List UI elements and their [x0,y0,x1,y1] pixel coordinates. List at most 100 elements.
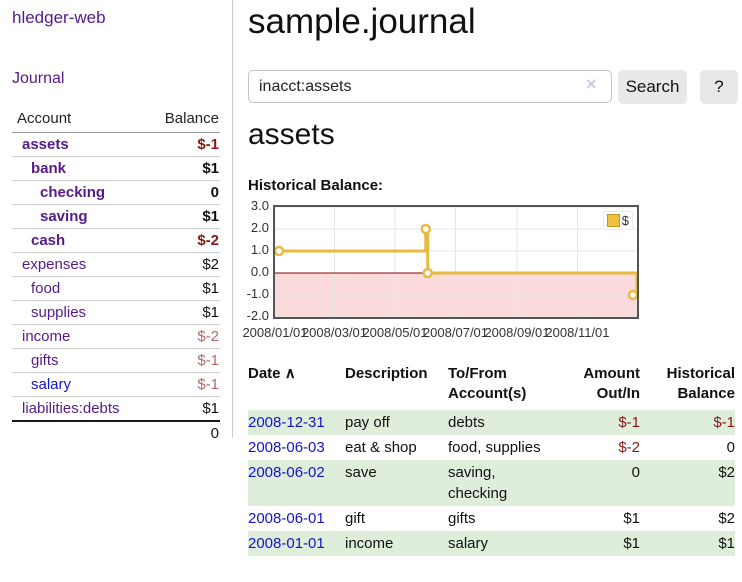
account-row: gifts $-1 [12,348,220,373]
transaction-accounts: gifts [448,510,476,527]
account-link[interactable]: liabilities:debts [22,400,120,417]
nav-journal-link[interactable]: Journal [12,70,65,87]
transaction-amount: $1 [623,510,640,527]
account-link[interactable]: gifts [31,352,59,369]
register-header-description: Description [345,365,428,382]
account-row: salary $-1 [12,372,220,397]
chart-plot-area: $ [273,205,639,319]
account-link[interactable]: assets [22,136,69,153]
search-form: × Search ? [248,70,742,104]
y-tick-label: 0.0 [250,264,269,279]
account-row: cash $-2 [12,228,220,253]
page-title: sample.journal [248,2,476,41]
account-row: checking 0 [12,180,220,205]
search-input[interactable] [248,70,612,103]
transaction-date-link[interactable]: 2008-06-02 [248,464,325,481]
y-tick-label: -1.0 [246,286,269,301]
y-tick-label: 2.0 [250,220,269,235]
accounts-header-balance: Balance [149,106,220,133]
y-tick-label: 1.0 [250,242,269,257]
transaction-balance: $1 [640,531,735,556]
account-row: bank $1 [12,156,220,181]
register-header-amount: Amount Out/In [583,365,640,402]
transaction-row: 2008-12-31 pay off debts $-1 $-1 [248,410,735,435]
transaction-date-cell: 2008-06-02 [248,460,345,506]
account-link[interactable]: saving [40,208,88,225]
account-row: expenses $2 [12,252,220,277]
x-tick-label: 2008/07/01 [422,325,489,340]
transaction-date-cell: 2008-06-01 [248,506,345,531]
account-heading: assets [248,118,335,151]
transaction-date-link[interactable]: 2008-06-03 [248,439,325,456]
transaction-amount: $-2 [618,439,640,456]
account-row: income $-2 [12,324,220,349]
account-link[interactable]: bank [31,160,67,177]
account-balance: $1 [149,396,220,421]
legend-swatch-icon [606,214,620,227]
transaction-amount: $1 [563,531,640,556]
account-row: food $1 [12,276,220,301]
transaction-row: 2008-06-02 save saving, checking 0 $2 [248,460,735,506]
register-header-row: Date ∧ Description To/From Account(s) Am… [248,362,735,410]
account-balance: $1 [149,204,220,229]
accounts-total: 0 [149,420,220,445]
app-title-link[interactable]: hledger-web [12,8,106,27]
account-link[interactable]: income [22,328,71,345]
register-header-date[interactable]: Date ∧ [248,365,296,382]
account-balance: $-2 [149,324,220,349]
x-tick-label: 2008/03/01 [301,325,368,340]
transaction-amount: $-1 [563,410,640,435]
help-button[interactable]: ? [700,70,738,104]
transaction-balance: $-1 [640,410,735,435]
transaction-description: save [345,460,448,506]
historical-balance-chart: 3.0 2.0 1.0 0.0 -1.0 -2.0 $ 2008/01/01 2008/03… [242,198,643,345]
account-balance: $-2 [149,228,220,253]
transaction-row: 2008-06-01 gift gifts $1 $2 [248,506,735,531]
account-row: liabilities:debts $1 [12,396,220,421]
account-row: assets $-1 [12,133,220,157]
chart-title: Historical Balance: [248,177,384,194]
transaction-description: eat & shop [345,439,417,456]
account-balance: $1 [149,300,220,325]
x-tick-label: 2008/01/01 [242,325,308,340]
transaction-date-link[interactable]: 2008-06-01 [248,510,325,527]
y-tick-label: 3.0 [250,198,269,213]
x-tick-label: 2008/05/01 [362,325,428,340]
account-link[interactable]: checking [40,184,106,201]
transaction-description: gift [345,510,366,527]
transaction-description: income [345,531,448,556]
chart-svg [275,207,637,317]
clear-search-icon[interactable]: × [586,74,597,94]
transaction-accounts: debts [448,410,563,435]
x-tick-label: 2008/09/01 [484,325,550,340]
transaction-balance: $2 [640,460,735,506]
account-balance: $1 [149,156,220,181]
register-header-accounts: To/From Account(s) [448,365,527,402]
transaction-date-link[interactable]: 2008-12-31 [248,414,325,431]
account-balance: 0 [149,180,220,205]
transaction-balance: $2 [718,510,735,527]
account-link[interactable]: supplies [31,304,87,321]
transaction-accounts: food, supplies [448,439,541,456]
chart-legend: $ [602,211,633,230]
register-table: Date ∧ Description To/From Account(s) Am… [248,362,735,556]
transaction-date-cell: 2008-06-03 [248,435,345,460]
search-button[interactable]: Search [618,70,687,104]
account-link[interactable]: food [31,280,61,297]
sidebar: hledger-web Journal Account Balance asse… [0,0,233,445]
transaction-date-cell: 2008-01-01 [248,531,345,556]
transaction-row: 2008-01-01 income salary $1 $1 [248,531,735,556]
account-row: supplies $1 [12,300,220,325]
transaction-accounts: salary [448,531,563,556]
transaction-date-cell: 2008-12-31 [248,410,345,435]
accounts-header-row: Account Balance [12,106,220,133]
account-link[interactable]: cash [31,232,66,249]
x-tick-label: 2008/11/01 [545,325,610,340]
account-link[interactable]: salary [31,376,72,393]
y-tick-label: -2.0 [246,308,269,323]
accounts-total-row: 0 [12,420,220,445]
account-balance: $2 [149,252,220,277]
account-link[interactable]: expenses [22,256,87,273]
transaction-date-link[interactable]: 2008-01-01 [248,535,325,552]
sort-ascending-icon: ∧ [284,365,296,382]
